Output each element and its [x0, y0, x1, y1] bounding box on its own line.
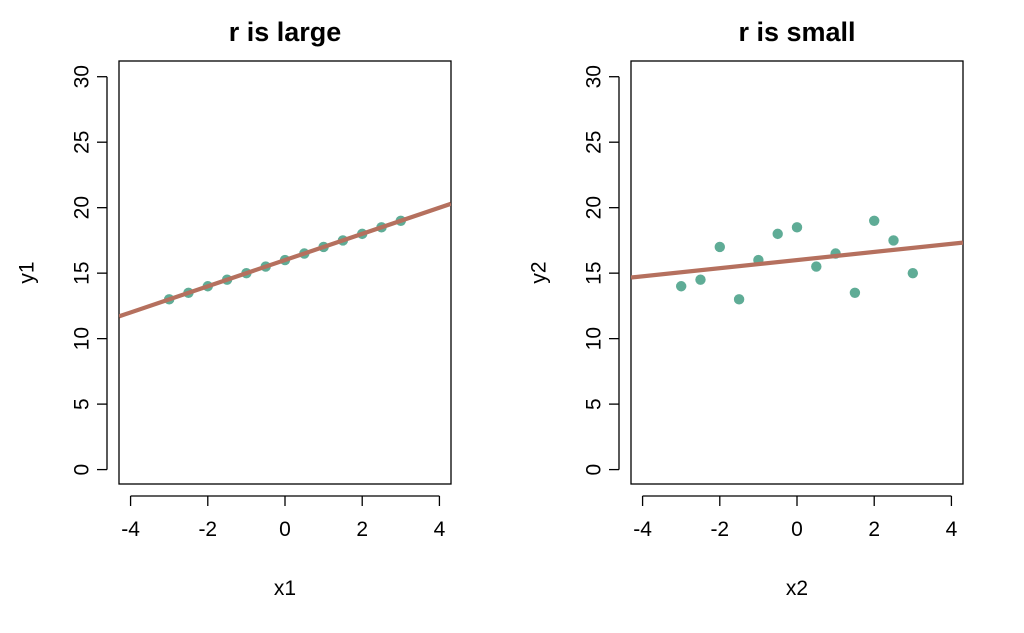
- regression-line: [631, 240, 963, 280]
- x-tick-label: -2: [198, 518, 217, 541]
- x-axis-label: x1: [274, 577, 296, 600]
- y-tick-label: 20: [583, 196, 606, 219]
- data-point: [849, 287, 861, 298]
- x-tick-label: -4: [633, 518, 652, 541]
- panel-r-is-large: r is large x1 y1 -4 -2 0 2 4 0 5 10 15 20 25 30: [16, 17, 452, 600]
- plot-frame: [630, 60, 964, 485]
- data-point: [733, 294, 745, 305]
- y-tick-label: 5: [583, 398, 606, 410]
- x-tick-label: 0: [791, 518, 803, 541]
- regression-line: [119, 201, 451, 319]
- data-point: [675, 281, 687, 292]
- data-point: [907, 267, 919, 279]
- y-tick-label: 25: [71, 131, 94, 154]
- y-tick-label: 15: [583, 261, 606, 284]
- plot-area: [119, 201, 451, 319]
- plot-area: [631, 215, 963, 305]
- y-axis-label: y1: [16, 261, 39, 283]
- data-point: [714, 241, 725, 253]
- y-tick-label: 15: [71, 261, 94, 284]
- x-tick-label: -4: [121, 518, 140, 541]
- y-tick-label: 0: [583, 464, 606, 476]
- y-tick-label: 25: [583, 131, 606, 154]
- panel-r-is-small: r is small x2 y2 -4 -2 0 2 4 0 5 10 15 20 25 30: [528, 17, 964, 600]
- data-point: [888, 235, 899, 246]
- data-point: [695, 274, 706, 285]
- y-tick-label: 10: [583, 327, 606, 350]
- y-tick-label: 5: [71, 398, 94, 410]
- chart-title: r is large: [229, 17, 342, 47]
- y-tick-label: 0: [71, 464, 94, 476]
- data-point: [869, 215, 880, 226]
- x-tick-label: 4: [434, 518, 446, 541]
- x-tick-label: 2: [356, 518, 368, 541]
- plot-frame: [118, 60, 452, 485]
- x-tick-label: 0: [279, 518, 291, 541]
- y-axis-label: y2: [528, 261, 551, 283]
- y-tick-label: 10: [71, 327, 94, 350]
- y-tick-label: 20: [71, 196, 94, 219]
- chart-title: r is small: [738, 17, 855, 47]
- data-point: [791, 222, 803, 233]
- y-tick-label: 30: [71, 65, 94, 88]
- data-point: [811, 261, 822, 272]
- y-tick-label: 30: [583, 65, 606, 88]
- x-tick-label: 2: [868, 518, 880, 541]
- data-point: [772, 228, 783, 240]
- x-axis-label: x2: [786, 577, 808, 600]
- x-tick-label: -2: [710, 518, 729, 541]
- x-tick-label: 4: [946, 518, 958, 541]
